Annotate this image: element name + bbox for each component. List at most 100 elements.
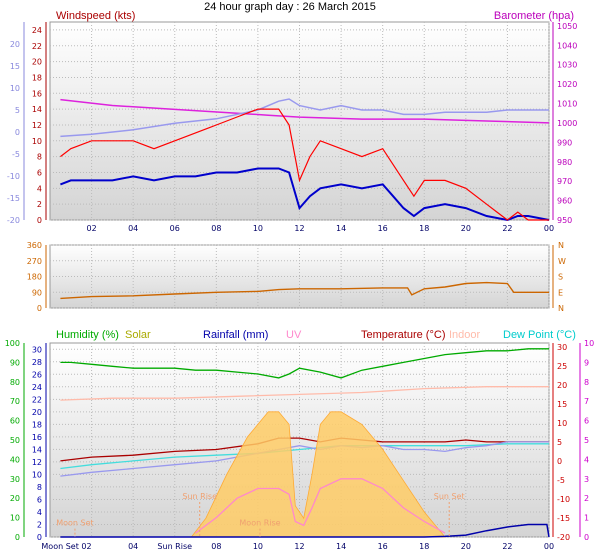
solar-area xyxy=(190,411,446,538)
temp-axis-tick: -15 xyxy=(557,514,570,523)
humidity-axis-tick: 20 xyxy=(10,494,20,503)
wind-axis-tick: 2 xyxy=(37,200,42,209)
temp-axis-tick: 0 xyxy=(557,457,562,466)
baro-axis-tick: 1010 xyxy=(557,100,577,109)
panel3-x-tick: Moon Set 02 xyxy=(41,542,91,551)
rain-axis-tick: 12 xyxy=(32,458,42,467)
uv-series-line xyxy=(195,478,446,534)
uv-axis-tick: 4 xyxy=(584,455,589,464)
legend-label: Humidity (%) xyxy=(56,329,119,341)
baro-axis-tick: 1040 xyxy=(557,41,577,50)
panel1-x-tick: 08 xyxy=(211,224,221,233)
panel1-x-tick: 10 xyxy=(253,224,263,233)
baro-axis-tick: 970 xyxy=(557,177,572,186)
panel3-x-tick: 04 xyxy=(128,542,138,551)
compass-label: N xyxy=(558,241,564,250)
uv-axis-tick: 7 xyxy=(584,397,589,406)
humidity-axis-tick: 0 xyxy=(15,533,20,542)
temp-axis-tick: -20 xyxy=(7,216,20,225)
rain-axis-tick: 14 xyxy=(32,445,42,454)
uv-axis-tick: 10 xyxy=(584,339,594,348)
legend-label: Rainfall (mm) xyxy=(203,329,268,341)
temp-axis-tick: 0 xyxy=(15,128,20,137)
direction-series-line xyxy=(60,281,549,300)
temp-axis-tick: -20 xyxy=(557,533,570,542)
humidity-axis-tick: 80 xyxy=(10,378,20,387)
legend-label: Solar xyxy=(125,329,151,341)
panel3-legend: Humidity (%) Solar Rainfall (mm) UV Temperat… xyxy=(56,329,576,341)
humidity-axis-tick: 50 xyxy=(10,436,20,445)
rain-axis-tick: 10 xyxy=(32,470,42,479)
panel1-x-tick: 18 xyxy=(419,224,429,233)
temp-axis-tick: 15 xyxy=(557,400,567,409)
wind-axis-tick: 4 xyxy=(37,184,42,193)
annotation-label: Sun Set xyxy=(434,492,465,501)
panel3-x-tick: Sun Rise xyxy=(157,542,192,551)
panel1-x-tick: 14 xyxy=(336,224,346,233)
temp-axis-tick: -10 xyxy=(557,495,570,504)
compass-label: E xyxy=(558,288,563,297)
rain-axis-tick: 30 xyxy=(32,345,42,354)
temp-axis-tick: 25 xyxy=(557,362,567,371)
wind-axis-tick: 6 xyxy=(37,168,42,177)
wind-axis-tick: 24 xyxy=(32,26,42,35)
wind-axis-tick: 10 xyxy=(32,137,42,146)
annotation-label: Moon Rise xyxy=(239,519,280,528)
uv-axis-tick: 1 xyxy=(584,514,589,523)
panel1-x-tick: 06 xyxy=(170,224,180,233)
panel3-x-tick: 18 xyxy=(419,542,429,551)
barometer-title: Barometer (hpa) xyxy=(494,10,574,22)
uv-axis-tick: 9 xyxy=(584,358,589,367)
temp-axis-tick: -5 xyxy=(12,150,20,159)
annotation-label: Sun Rise xyxy=(182,492,217,501)
humidity-axis-tick: 60 xyxy=(10,417,20,426)
baro-axis-tick: 960 xyxy=(557,197,572,206)
rain-axis-tick: 8 xyxy=(37,483,42,492)
panel3-x-tick: 22 xyxy=(502,542,512,551)
uv-axis-tick: 2 xyxy=(584,494,589,503)
temp-axis-tick: -10 xyxy=(7,172,20,181)
dew-series-line xyxy=(60,443,549,470)
wind-axis-tick: 0 xyxy=(37,216,42,225)
windspeed-title: Windspeed (kts) xyxy=(56,10,135,22)
temp-series-line xyxy=(60,98,549,138)
panel1-x-tick: 16 xyxy=(378,224,388,233)
panel3-x-tick: 10 xyxy=(253,542,263,551)
annotation-label: Moon Set xyxy=(56,519,93,528)
rain-axis-tick: 24 xyxy=(32,383,42,392)
wind-axis-tick: 16 xyxy=(32,89,42,98)
rain-series-line xyxy=(60,523,550,538)
legend-label: Temperature (°C) xyxy=(361,329,445,341)
panel3-x-tick: 08 xyxy=(211,542,221,551)
humidity-series-line xyxy=(60,348,549,379)
rain-axis-tick: 20 xyxy=(32,408,42,417)
humidity-axis-tick: 70 xyxy=(10,397,20,406)
panel3-x-tick: 16 xyxy=(378,542,388,551)
humidity-panel: Moon Set 02 04 Sun Rise 08 10 12 14 16 18 20 22 000… xyxy=(5,339,594,551)
rain-axis-tick: 6 xyxy=(37,495,42,504)
temp-axis-tick: 10 xyxy=(557,419,567,428)
direction-axis-tick: 270 xyxy=(27,257,42,266)
baro-axis-tick: 1000 xyxy=(557,119,577,128)
temp-axis-tick: -5 xyxy=(557,476,565,485)
avg-series-line xyxy=(60,167,550,222)
panel1-x-tick: 04 xyxy=(128,224,138,233)
graph-title: 24 hour graph day : 26 March 2015 xyxy=(204,1,376,13)
temp-axis-tick: 20 xyxy=(557,381,567,390)
temp-axis-tick: 10 xyxy=(10,84,20,93)
direction-axis-tick: 180 xyxy=(27,273,42,282)
panel1-x-tick: 02 xyxy=(86,224,96,233)
legend-label: UV xyxy=(286,329,302,341)
rain-axis-tick: 22 xyxy=(32,395,42,404)
uv-axis-tick: 8 xyxy=(584,378,589,387)
direction-axis-tick: 360 xyxy=(27,241,42,250)
humidity-axis-tick: 10 xyxy=(10,514,20,523)
panel1-x-tick: 12 xyxy=(294,224,304,233)
panel3-x-tick: 00 xyxy=(544,542,554,551)
wind-series-line xyxy=(60,108,549,221)
rain-axis-tick: 26 xyxy=(32,370,42,379)
compass-label: W xyxy=(558,257,566,266)
wind-panel: 02 04 06 08 10 12 14 16 18 20 22 000246810121416182… xyxy=(7,21,577,233)
